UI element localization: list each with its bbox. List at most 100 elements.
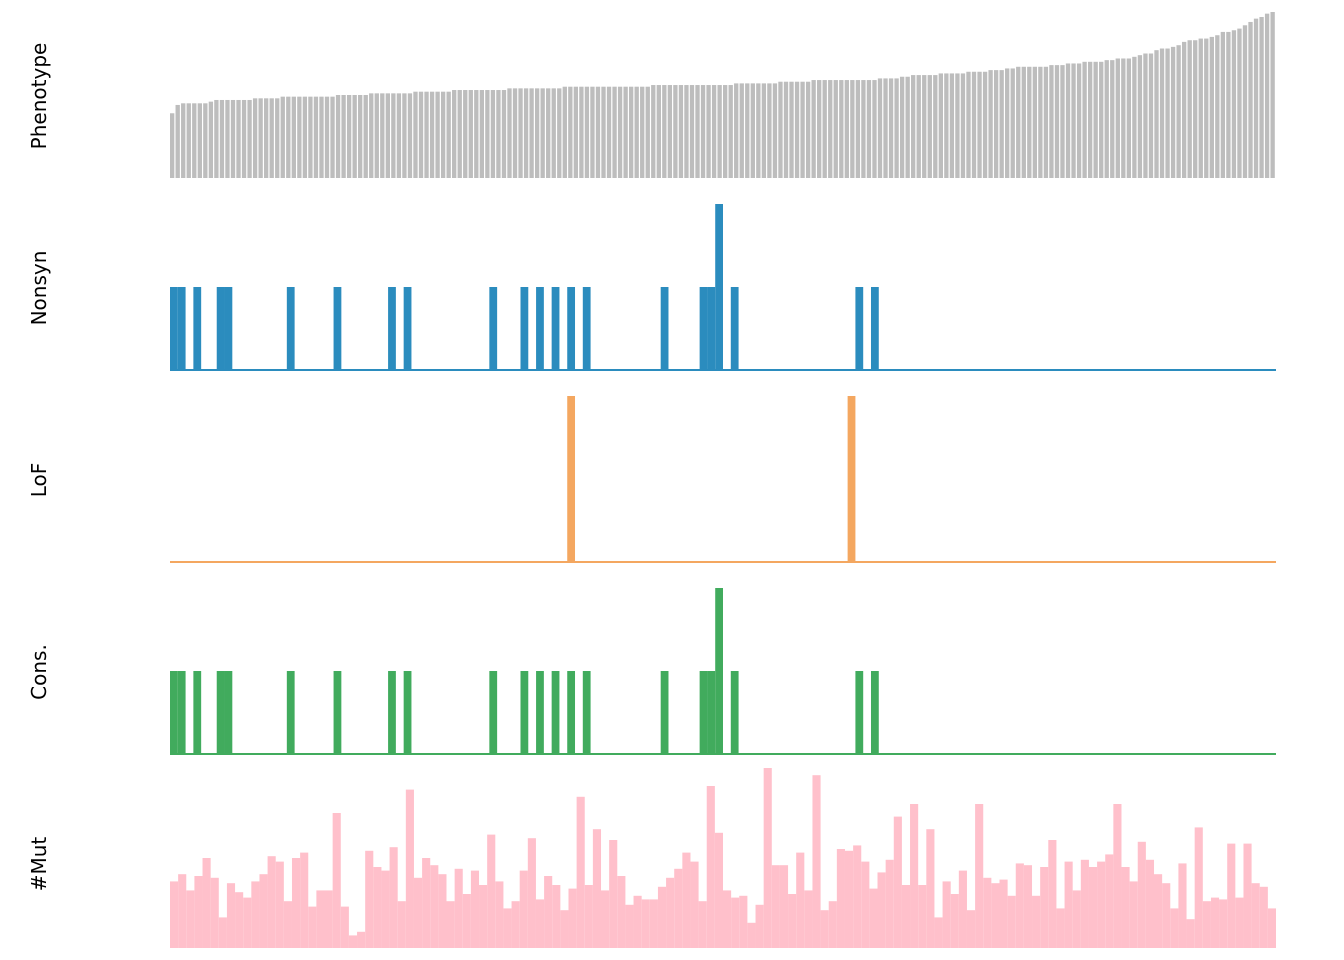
bar-phenotype xyxy=(1165,48,1170,178)
bar-cons xyxy=(403,671,412,754)
bar-mut xyxy=(1162,883,1171,948)
bar-phenotype xyxy=(894,78,899,178)
bar-mut xyxy=(275,861,284,948)
bar-phenotype xyxy=(507,88,512,178)
bar-phenotype xyxy=(1021,66,1026,178)
bar-phenotype xyxy=(628,86,634,178)
bar-phenotype xyxy=(783,81,789,178)
bar-mut xyxy=(1007,895,1016,948)
bar-phenotype xyxy=(850,80,855,178)
bar-phenotype xyxy=(269,98,274,178)
bar-phenotype xyxy=(916,75,921,178)
bar-mut xyxy=(340,906,349,948)
bar-phenotype xyxy=(872,80,877,178)
bar-mut xyxy=(682,852,691,948)
bar-cons xyxy=(224,671,233,754)
bar-mut xyxy=(934,917,943,948)
bar-mut xyxy=(568,888,577,948)
bar-phenotype xyxy=(407,93,413,178)
bar-mut xyxy=(576,796,585,948)
bar-mut xyxy=(267,856,276,948)
bar-mut xyxy=(1137,841,1146,948)
bar-mut xyxy=(869,888,878,948)
bar-phenotype xyxy=(640,86,645,178)
bar-phenotype xyxy=(424,91,429,178)
bar-phenotype xyxy=(369,93,374,178)
bar-mut xyxy=(1170,908,1179,948)
bar-phenotype xyxy=(1215,35,1220,178)
bar-mut xyxy=(609,840,618,948)
bar-phenotype xyxy=(252,98,258,178)
bar-phenotype xyxy=(380,93,385,178)
bar-mut xyxy=(690,861,699,948)
bars-lof xyxy=(170,396,1276,563)
bar-mut xyxy=(885,859,894,948)
bar-phenotype xyxy=(734,83,739,178)
bar-mut xyxy=(950,894,959,948)
bar-phenotype xyxy=(584,86,590,178)
bar-mut xyxy=(739,895,748,948)
bar-mut xyxy=(503,908,512,948)
ylabel-phenotype: Phenotype xyxy=(27,43,51,150)
bar-phenotype xyxy=(341,95,346,178)
bar-phenotype xyxy=(573,86,579,178)
bar-cons xyxy=(730,671,739,754)
bar-phenotype xyxy=(1137,55,1143,178)
bar-mut xyxy=(1194,827,1203,948)
bar-phenotype xyxy=(833,80,838,178)
bar-mut xyxy=(487,834,496,948)
bar-mut xyxy=(706,786,715,948)
bar-phenotype xyxy=(1104,60,1109,178)
bar-phenotype xyxy=(778,81,783,178)
bar-phenotype xyxy=(418,91,424,178)
bar-phenotype xyxy=(601,86,606,178)
bar-mut xyxy=(1040,867,1049,948)
bar-phenotype xyxy=(695,85,700,178)
bar-phenotype xyxy=(1237,28,1242,178)
bar-phenotype xyxy=(1248,21,1253,179)
bar-mut xyxy=(544,876,553,948)
bar-mut xyxy=(251,881,260,948)
bar-cons xyxy=(715,588,723,754)
bar-phenotype xyxy=(568,86,573,178)
bar-phenotype xyxy=(275,98,280,178)
bar-phenotype xyxy=(540,88,545,178)
bar-mut xyxy=(674,868,683,948)
bar-nonsyn xyxy=(333,287,342,370)
bar-phenotype xyxy=(817,80,822,178)
bar-mut xyxy=(373,867,382,948)
bar-mut xyxy=(1056,908,1065,948)
bar-phenotype xyxy=(297,96,302,178)
bar-cons xyxy=(707,671,716,754)
bar-phenotype xyxy=(529,88,534,178)
bar-mut xyxy=(812,775,821,948)
bar-phenotype xyxy=(1176,45,1181,179)
bar-phenotype xyxy=(236,99,241,178)
bar-phenotype xyxy=(181,103,186,178)
bar-mut xyxy=(633,895,642,948)
bar-phenotype xyxy=(1154,50,1159,178)
bar-phenotype xyxy=(689,85,695,178)
bar-phenotype xyxy=(1242,25,1248,179)
bar-mut xyxy=(178,874,187,948)
bar-nonsyn xyxy=(286,287,295,370)
bar-cons xyxy=(193,671,202,754)
panel-phenotype: Phenotype xyxy=(27,12,1275,179)
bar-mut xyxy=(1097,861,1106,948)
bar-phenotype xyxy=(590,86,595,178)
bar-nonsyn xyxy=(489,287,498,370)
bar-mut xyxy=(657,886,667,948)
bar-mut xyxy=(430,865,439,948)
bar-phenotype xyxy=(1187,40,1192,178)
bar-phenotype xyxy=(1204,38,1209,179)
bar-mut xyxy=(470,870,480,948)
bar-phenotype xyxy=(358,95,363,178)
bar-nonsyn xyxy=(699,287,708,370)
bar-phenotype xyxy=(1193,40,1198,178)
bar-mut xyxy=(186,890,195,948)
bar-phenotype xyxy=(457,90,462,178)
bar-phenotype xyxy=(1093,61,1098,178)
bar-cons xyxy=(388,671,396,754)
bar-mut xyxy=(617,876,626,948)
bar-phenotype xyxy=(999,70,1004,178)
